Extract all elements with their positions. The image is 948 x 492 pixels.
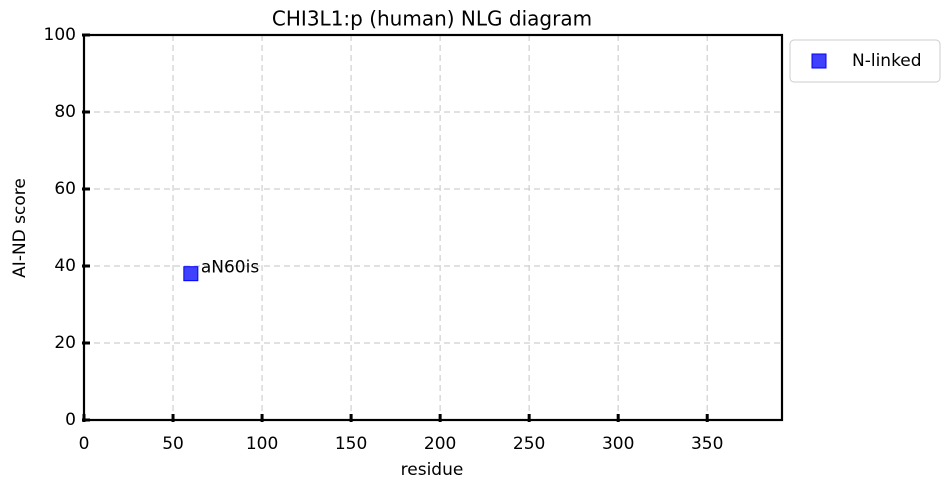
chart-title: CHI3L1:p (human) NLG diagram: [272, 7, 592, 31]
x-tick-label: 50: [162, 434, 184, 454]
x-axis-label: residue: [401, 460, 464, 480]
x-tick-label: 100: [246, 434, 278, 454]
legend-box: [789, 39, 941, 83]
y-tick-label: 60: [54, 179, 76, 199]
y-tick-label: 0: [65, 410, 76, 430]
y-tick-label: 20: [54, 333, 76, 353]
y-axis-label: AI-ND score: [10, 178, 30, 278]
x-tick-label: 200: [424, 434, 456, 454]
point-label: aN60is: [201, 258, 259, 278]
plot-frame: [82, 33, 784, 422]
x-tick-label: 0: [79, 434, 90, 454]
y-tick-label: 80: [54, 102, 76, 122]
legend-marker: [811, 53, 827, 69]
legend-label: N-linked: [852, 51, 922, 71]
x-tick-label: 350: [691, 434, 723, 454]
x-tick-label: 150: [335, 434, 367, 454]
y-tick-label: 100: [44, 25, 76, 45]
x-tick-label: 300: [602, 434, 634, 454]
x-tick-label: 250: [513, 434, 545, 454]
point: [183, 266, 199, 282]
y-tick-label: 40: [54, 256, 76, 276]
